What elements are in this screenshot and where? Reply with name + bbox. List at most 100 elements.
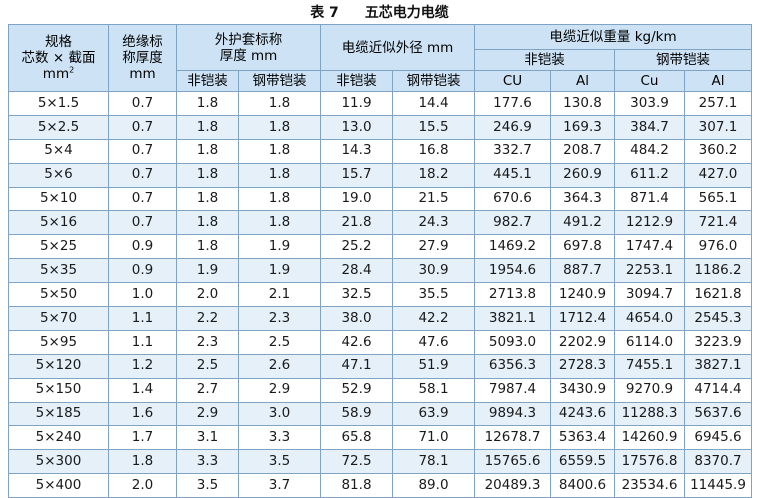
cell-weight-cu-non-armored: 1954.6: [474, 258, 551, 284]
table-row: 5×120 1.2 2.5 2.6 47.1 51.9 6356.3 2728.3 7455.1…: [8, 353, 753, 379]
cell-sheath-non-armored: 2.2: [176, 306, 239, 331]
table-row: 5×35 0.9 1.9 1.9 28.4 30.9 1954.6 887.7 2253.1 11…: [8, 258, 753, 284]
cell-sheath-non-armored: 1.8: [176, 186, 239, 212]
cell-diameter-steel-armored: 21.5: [392, 186, 475, 212]
cell-diameter-non-armored: 47.1: [320, 353, 393, 379]
cell-weight-al-non-armored: 5363.4: [550, 425, 615, 451]
cell-weight-cu-non-armored: 7987.4: [474, 377, 551, 403]
cell-weight-cu-steel-armored: 3094.7: [614, 282, 685, 308]
cell-diameter-steel-armored: 18.2: [392, 162, 475, 188]
cell-weight-al-non-armored: 4243.6: [550, 401, 615, 427]
cell-weight-al-steel-armored: 6945.6: [683, 425, 753, 451]
cell-weight-al-steel-armored: 257.1: [683, 91, 753, 116]
header-sheath-steel-armored: 钢带铠装: [238, 70, 321, 92]
cell-weight-al-steel-armored: 8370.7: [683, 449, 753, 475]
cell-weight-al-steel-armored: 1186.2: [683, 258, 753, 284]
cell-sheath-steel-armored: 2.9: [238, 377, 321, 403]
cell-weight-al-steel-armored: 976.0: [683, 234, 753, 260]
cell-diameter-steel-armored: 71.0: [392, 425, 475, 451]
cell-weight-al-steel-armored: 5637.6: [683, 401, 753, 427]
cell-diameter-non-armored: 58.9: [320, 401, 393, 427]
cell-sheath-steel-armored: 3.5: [238, 449, 321, 475]
cell-weight-cu-non-armored: 670.6: [474, 186, 551, 212]
cell-weight-al-non-armored: 208.7: [550, 138, 615, 164]
header-weight-al-non-armored: Al: [550, 70, 615, 92]
cell-diameter-steel-armored: 42.2: [392, 306, 475, 331]
cell-insulation: 0.7: [108, 138, 177, 164]
header-weight-non-armored: 非铠装: [474, 49, 615, 71]
cell-sheath-steel-armored: 3.7: [238, 473, 321, 498]
cell-weight-cu-steel-armored: 384.7: [614, 114, 685, 140]
cell-weight-cu-steel-armored: 14260.9: [614, 425, 685, 451]
cell-insulation: 1.2: [108, 353, 177, 379]
cell-spec: 5×300: [8, 449, 109, 475]
cell-diameter-non-armored: 38.0: [320, 306, 393, 331]
cell-weight-al-steel-armored: 3223.9: [683, 329, 753, 355]
cell-weight-cu-non-armored: 445.1: [474, 162, 551, 188]
cell-insulation: 0.7: [108, 186, 177, 212]
cell-weight-cu-non-armored: 5093.0: [474, 329, 551, 355]
cell-weight-al-steel-armored: 4714.4: [683, 377, 753, 403]
cell-weight-cu-non-armored: 177.6: [474, 91, 551, 116]
header-diameter-non-armored: 非铠装: [320, 70, 393, 92]
cell-weight-cu-steel-armored: 9270.9: [614, 377, 685, 403]
cell-weight-cu-non-armored: 12678.7: [474, 425, 551, 451]
header-weight-cu-steel-armored: Cu: [614, 70, 685, 92]
cell-weight-cu-steel-armored: 611.2: [614, 162, 685, 188]
cell-weight-al-steel-armored: 565.1: [683, 186, 753, 212]
cell-diameter-non-armored: 11.9: [320, 91, 393, 116]
cell-diameter-steel-armored: 16.8: [392, 138, 475, 164]
cell-weight-cu-steel-armored: 23534.6: [614, 473, 685, 498]
cell-weight-al-non-armored: 169.3: [550, 114, 615, 140]
cell-weight-al-non-armored: 2728.3: [550, 353, 615, 379]
cell-weight-cu-non-armored: 3821.1: [474, 306, 551, 331]
table-row: 5×70 1.1 2.2 2.3 38.0 42.2 3821.1 1712.4 4654.0 2…: [8, 306, 753, 331]
cell-spec: 5×10: [8, 186, 109, 212]
header-weight-cu-non-armored: CU: [474, 70, 551, 92]
cable-spec-table: 规格 芯数 × 截面 mm2 绝缘标 称厚度 mm 外护套标称 厚度 mm 电缆…: [8, 24, 753, 498]
cell-sheath-steel-armored: 2.6: [238, 353, 321, 379]
cell-weight-cu-non-armored: 246.9: [474, 114, 551, 140]
cell-sheath-steel-armored: 2.1: [238, 282, 321, 308]
cell-insulation: 0.9: [108, 258, 177, 284]
cell-diameter-non-armored: 25.2: [320, 234, 393, 260]
cell-diameter-steel-armored: 63.9: [392, 401, 475, 427]
cell-sheath-non-armored: 1.8: [176, 162, 239, 188]
header-spec: 规格 芯数 × 截面 mm2: [8, 24, 109, 92]
cell-diameter-steel-armored: 30.9: [392, 258, 475, 284]
table-row: 5×1.5 0.7 1.8 1.8 11.9 14.4 177.6 130.8 303.9 257…: [8, 91, 753, 116]
table-row: 5×400 2.0 3.5 3.7 81.8 89.0 20489.3 8400.6 23534…: [8, 473, 753, 498]
cell-weight-al-steel-armored: 3827.1: [683, 353, 753, 379]
cell-diameter-non-armored: 14.3: [320, 138, 393, 164]
cell-sheath-non-armored: 2.3: [176, 329, 239, 355]
cell-weight-cu-steel-armored: 11288.3: [614, 401, 685, 427]
cell-diameter-non-armored: 65.8: [320, 425, 393, 451]
cell-weight-cu-steel-armored: 6114.0: [614, 329, 685, 355]
cell-spec: 5×150: [8, 377, 109, 403]
cell-spec: 5×120: [8, 353, 109, 379]
cell-spec: 5×35: [8, 258, 109, 284]
header-insulation-line1: 绝缘标: [122, 34, 163, 50]
cell-spec: 5×400: [8, 473, 109, 498]
cell-insulation: 1.4: [108, 377, 177, 403]
table-row: 5×300 1.8 3.3 3.5 72.5 78.1 15765.6 6559.5 17576…: [8, 449, 753, 475]
cell-weight-al-non-armored: 260.9: [550, 162, 615, 188]
cell-sheath-non-armored: 2.5: [176, 353, 239, 379]
cell-weight-al-non-armored: 1712.4: [550, 306, 615, 331]
header-sheath-line1: 外护套标称: [214, 31, 283, 48]
cell-diameter-steel-armored: 89.0: [392, 473, 475, 498]
cell-weight-al-non-armored: 3430.9: [550, 377, 615, 403]
cell-diameter-non-armored: 42.6: [320, 329, 393, 355]
cell-sheath-non-armored: 1.9: [176, 258, 239, 284]
cell-sheath-steel-armored: 1.9: [238, 258, 321, 284]
cell-weight-al-non-armored: 364.3: [550, 186, 615, 212]
cell-weight-al-non-armored: 8400.6: [550, 473, 615, 498]
table-row: 5×10 0.7 1.8 1.8 19.0 21.5 670.6 364.3 871.4 565.…: [8, 186, 753, 212]
cell-weight-cu-steel-armored: 1747.4: [614, 234, 685, 260]
cell-spec: 5×25: [8, 234, 109, 260]
cell-weight-al-steel-armored: 11445.9: [683, 473, 753, 498]
cell-sheath-steel-armored: 1.8: [238, 91, 321, 116]
table-header: 规格 芯数 × 截面 mm2 绝缘标 称厚度 mm 外护套标称 厚度 mm 电缆…: [8, 24, 753, 92]
cell-insulation: 0.9: [108, 234, 177, 260]
cell-spec: 5×240: [8, 425, 109, 451]
